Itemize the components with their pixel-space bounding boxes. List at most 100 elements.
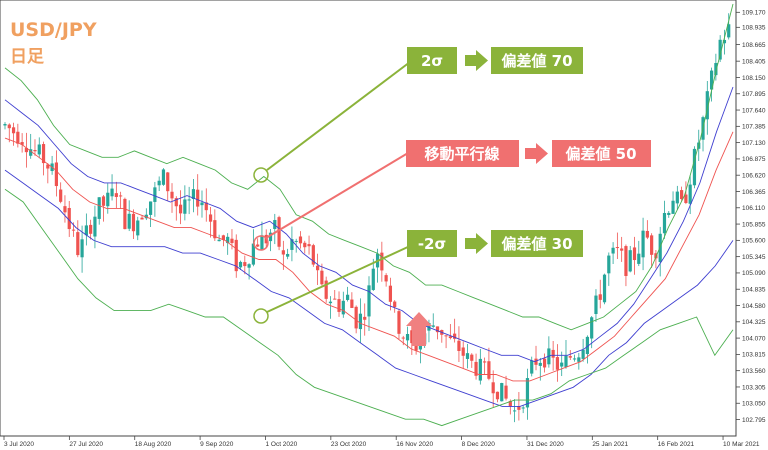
- candle-body: [226, 236, 230, 244]
- date-tick-label: 16 Nov 2020: [396, 441, 433, 448]
- candle-body: [328, 301, 333, 304]
- chart-title: USD/JPY: [10, 19, 97, 41]
- date-tick-label: 16 Feb 2021: [658, 441, 695, 448]
- candle-body: [671, 200, 675, 214]
- date-tick-label: 1 Oct 2020: [265, 441, 297, 448]
- price-tick-label: 107.130: [742, 140, 766, 147]
- candle-body: [106, 192, 110, 207]
- date-tick-label: 23 Oct 2020: [331, 441, 367, 448]
- candle-body: [585, 336, 589, 355]
- candle-body: [371, 268, 375, 290]
- candle-body: [251, 243, 255, 265]
- candle-body: [131, 213, 136, 232]
- candle-body: [191, 189, 196, 200]
- candle-body: [684, 194, 688, 204]
- candle-body: [290, 239, 294, 250]
- upper-1sigma-line: [4, 86, 734, 363]
- minus2-leader-line: [266, 245, 411, 313]
- candle-body: [453, 333, 457, 339]
- candle-body: [628, 250, 632, 272]
- candle-body: [183, 199, 187, 214]
- candle-body: [551, 349, 555, 358]
- candle-body: [564, 355, 568, 367]
- candle-body: [504, 385, 508, 399]
- candle-body: [238, 261, 243, 268]
- candle-body: [316, 265, 320, 271]
- candle-body: [320, 270, 324, 285]
- candle-body: [709, 70, 714, 90]
- candle-body: [624, 246, 628, 276]
- plus2-leader-line: [266, 61, 411, 171]
- plus2-label-text: 2σ: [421, 52, 443, 70]
- date-tick-label: 18 Aug 2020: [135, 441, 172, 448]
- candle-body: [123, 198, 127, 230]
- candle-body: [560, 362, 564, 367]
- candle-body: [243, 262, 247, 267]
- candle-body: [641, 230, 645, 258]
- candle-body: [93, 216, 97, 237]
- price-tick-label: 106.620: [742, 173, 766, 180]
- candle-body: [577, 357, 581, 362]
- candle-body: [354, 306, 358, 329]
- candle-body: [298, 236, 303, 244]
- date-tick-label: 27 Jul 2020: [69, 441, 103, 448]
- price-tick-label: 105.090: [742, 270, 766, 277]
- candle-body: [153, 187, 157, 202]
- candle-body: [33, 149, 37, 152]
- candle-body: [675, 191, 679, 204]
- plus2-value-text: 偏差値 70: [501, 52, 572, 70]
- candle-body: [166, 172, 170, 192]
- candle-body: [256, 244, 260, 247]
- candle-body: [24, 147, 29, 153]
- annotation-ma: 移動平行線 偏差値 50: [253, 140, 651, 251]
- candle-body: [667, 212, 671, 215]
- annotation-plus2: 2σ 偏差値 70: [253, 47, 583, 183]
- candle-body: [286, 253, 290, 257]
- candle-body: [465, 353, 470, 359]
- candle-body: [149, 201, 153, 215]
- candle-body: [303, 242, 307, 248]
- candle-body: [380, 252, 384, 271]
- candle-body: [457, 340, 461, 352]
- candle-body: [345, 294, 350, 300]
- price-tick-label: 103.305: [742, 384, 766, 391]
- candle-body: [384, 275, 388, 282]
- candle-body: [491, 382, 495, 394]
- candle-body: [470, 354, 474, 361]
- date-tick-label: 9 Sep 2020: [200, 441, 234, 448]
- price-tick-label: 107.640: [742, 107, 766, 114]
- candle-body: [620, 248, 624, 251]
- candle-body: [101, 196, 106, 206]
- price-tick-label: 103.815: [742, 352, 766, 359]
- candle-body: [307, 244, 311, 247]
- ma-value-box: [552, 140, 651, 167]
- minus2-marker-circle: [253, 308, 269, 324]
- price-tick-label: 108.150: [742, 75, 766, 82]
- candle-body: [54, 162, 58, 187]
- price-tick-label: 104.580: [742, 303, 766, 310]
- candle-body: [688, 184, 692, 204]
- upper-2sigma-line: [4, 3, 734, 331]
- candle-body: [144, 214, 148, 219]
- ma-label-text: 移動平行線: [424, 145, 499, 163]
- candle-body: [187, 199, 191, 201]
- moving-average-line: [4, 131, 734, 382]
- candle-body: [431, 325, 435, 327]
- ma-marker-circle: [253, 235, 269, 251]
- candle-body: [76, 232, 80, 256]
- candle-body: [277, 217, 281, 247]
- price-tick-label: 106.875: [742, 156, 766, 163]
- candle-body: [448, 336, 452, 339]
- candle-body: [410, 330, 414, 344]
- candle-body: [500, 383, 504, 402]
- candle-body: [174, 198, 178, 207]
- candle-body: [555, 357, 560, 370]
- candle-body: [157, 180, 161, 186]
- minus2-arrow-icon: [465, 233, 488, 254]
- candle-body: [444, 335, 448, 337]
- candle-body: [367, 285, 371, 317]
- candle-body: [170, 191, 174, 199]
- candle-body: [680, 190, 684, 200]
- candle-body: [645, 230, 649, 238]
